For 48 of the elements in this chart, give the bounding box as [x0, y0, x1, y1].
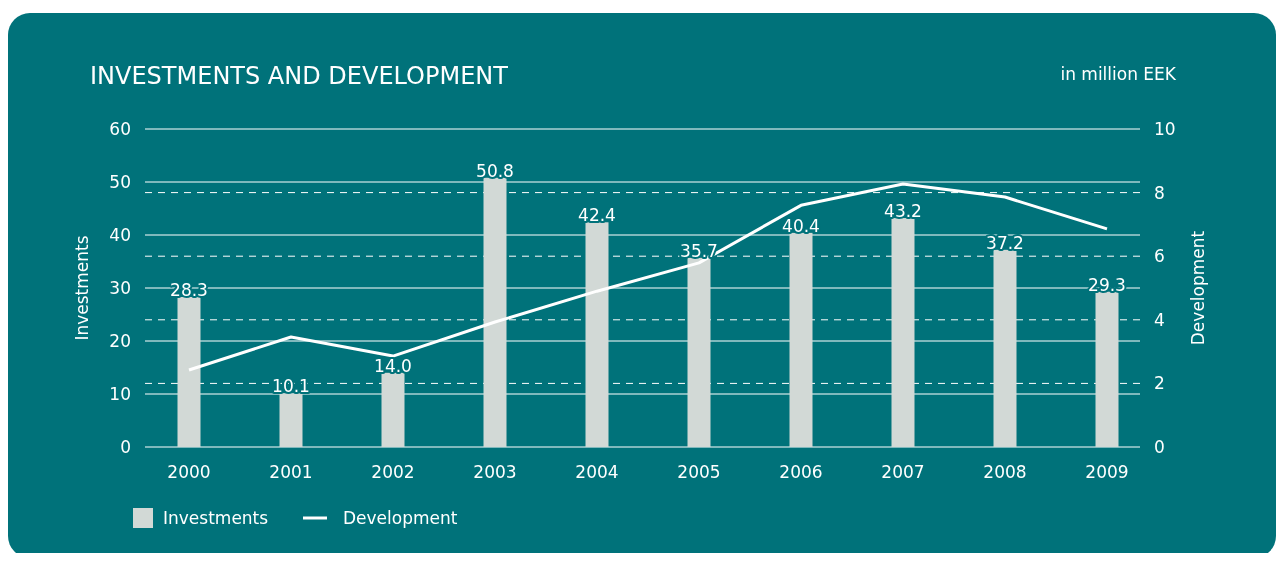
y-tick-label: 30 — [109, 278, 131, 298]
x-tick-label: 2005 — [677, 462, 721, 482]
y-tick-label: 40 — [109, 225, 131, 245]
bar — [585, 222, 609, 447]
y-tick-label: 10 — [109, 384, 131, 404]
x-tick-label: 2007 — [881, 462, 925, 482]
bar — [483, 177, 507, 447]
x-tick-label: 2001 — [269, 462, 313, 482]
bar — [993, 249, 1017, 447]
chart-subtitle: in million EEK — [1060, 64, 1177, 84]
y2-tick-label: 0 — [1154, 437, 1165, 457]
bar — [279, 393, 303, 447]
bar — [891, 218, 915, 447]
y2-axis-title: Development — [1188, 230, 1208, 346]
y2-tick-label: 2 — [1154, 373, 1165, 394]
data-label: 29.3 — [1088, 274, 1126, 295]
y-axis-title: Investments — [72, 235, 92, 341]
x-tick-label: 2003 — [473, 462, 517, 482]
y-tick-label: 20 — [109, 331, 131, 351]
bar — [789, 232, 813, 447]
x-tick-label: 2009 — [1085, 462, 1129, 482]
x-tick-label: 2008 — [983, 462, 1027, 482]
y-tick-label: 50 — [109, 172, 131, 192]
data-label: 35.7 — [680, 240, 718, 261]
y2-tick-label: 6 — [1154, 246, 1165, 267]
y-tick-label: 60 — [109, 119, 131, 139]
bar — [687, 257, 711, 447]
bar — [177, 297, 201, 447]
x-tick-label: 2004 — [575, 462, 619, 482]
y-tick-label: 0 — [120, 437, 131, 457]
data-label: 50.8 — [476, 160, 514, 181]
x-tick-label: 2000 — [167, 462, 211, 482]
data-label: 43.2 — [884, 201, 922, 222]
legend-label: Development — [343, 508, 458, 528]
y2-tick-label: 10 — [1154, 119, 1176, 139]
data-label: 37.2 — [986, 232, 1024, 253]
data-label: 40.4 — [782, 215, 820, 236]
data-label: 42.4 — [578, 205, 616, 226]
x-tick-label: 2002 — [371, 462, 415, 482]
y2-tick-label: 8 — [1154, 182, 1165, 203]
bar — [381, 372, 405, 447]
legend-label: Investments — [163, 508, 269, 528]
y2-tick-label: 4 — [1154, 309, 1165, 330]
x-tick-label: 2006 — [779, 462, 823, 482]
chart-title: INVESTMENTS AND DEVELOPMENT — [90, 62, 509, 90]
data-label: 14.0 — [374, 355, 412, 376]
data-label: 28.3 — [170, 280, 208, 301]
bar — [1095, 291, 1119, 447]
